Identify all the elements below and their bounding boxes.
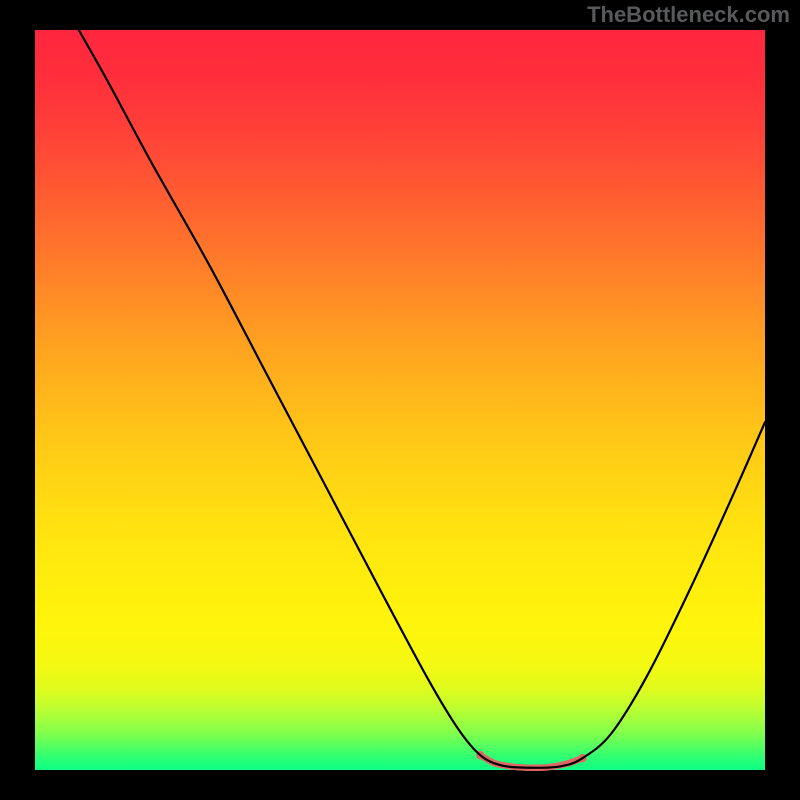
chart-container: TheBottleneck.com [0, 0, 800, 800]
bottleneck-curve [79, 30, 765, 768]
plot-area [35, 30, 765, 770]
watermark-text: TheBottleneck.com [587, 2, 790, 28]
curve-layer [35, 30, 765, 770]
